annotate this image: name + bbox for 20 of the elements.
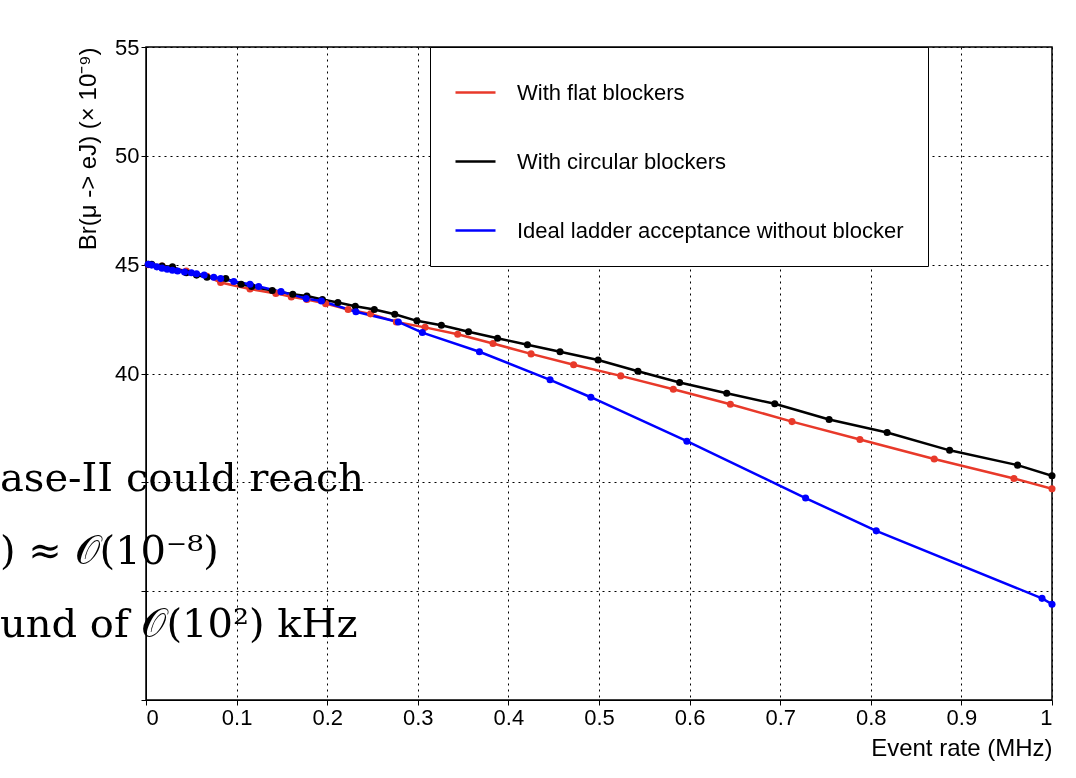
legend-label: With circular blockers [517, 148, 727, 174]
x-tick-label: 0.6 [674, 704, 706, 730]
y-tick-label: 50 [115, 143, 140, 169]
x-tick-label: 0.2 [312, 704, 343, 730]
x-tick-label: 0.7 [765, 704, 796, 730]
x-tick-label: 0 [146, 704, 159, 730]
x-tick-label: 0.1 [221, 704, 253, 730]
x-tick-label: 1 [1040, 704, 1053, 730]
x-tick-label: 0.8 [856, 704, 887, 730]
x-axis-title: Event rate (MHz) [871, 733, 1053, 761]
x-tick-label: 0.4 [493, 704, 525, 730]
x-tick-label: 0.3 [403, 704, 434, 730]
y-tick-label: 45 [115, 252, 140, 278]
y-tick-label: 55 [115, 34, 140, 60]
y-tick-label: 40 [115, 361, 140, 386]
x-tick-label: 0.5 [584, 704, 615, 730]
x-tick-label: 0.9 [946, 704, 978, 730]
y-axis-title: Br(μ -> eJ) (× 10⁻⁹) [74, 47, 102, 251]
legend-label: Ideal ladder acceptance without blocker [517, 217, 904, 243]
legend-label: With flat blockers [517, 79, 685, 105]
